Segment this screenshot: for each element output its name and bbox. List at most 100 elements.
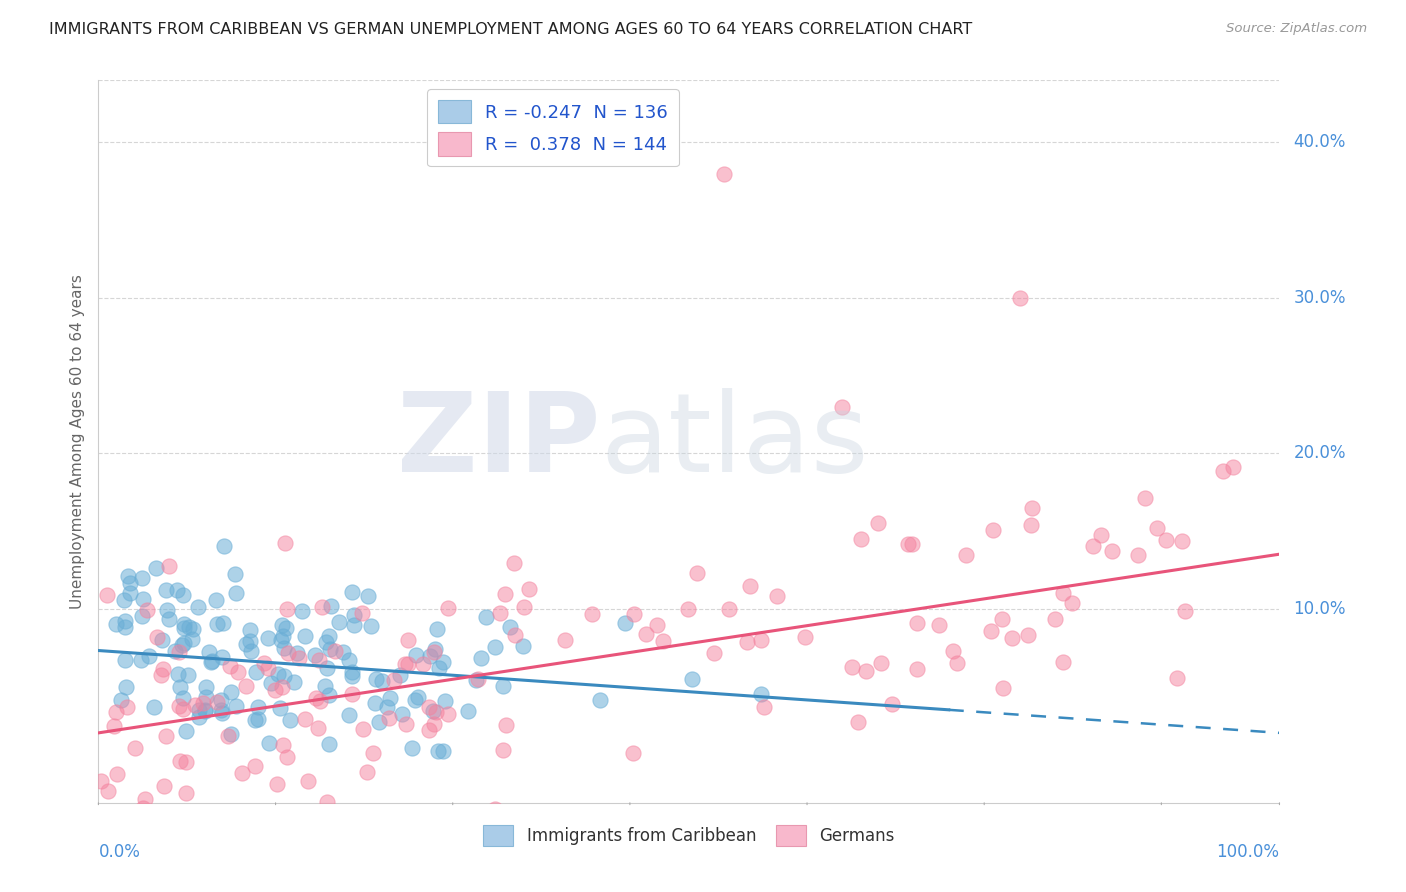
Point <box>1171 533 1194 548</box>
Point <box>187 710 209 724</box>
Point <box>1212 464 1234 478</box>
Point <box>316 661 339 675</box>
Point <box>173 621 195 635</box>
Point <box>342 665 364 679</box>
Point <box>841 660 863 674</box>
Point <box>981 523 1004 537</box>
Point <box>831 400 853 414</box>
Point <box>114 614 136 628</box>
Point <box>131 608 153 623</box>
Point <box>114 653 136 667</box>
Point <box>896 536 918 550</box>
Point <box>1174 604 1197 618</box>
Point <box>131 571 153 585</box>
Point <box>132 801 155 815</box>
Point <box>150 668 173 682</box>
Point <box>434 694 457 708</box>
Point <box>432 744 454 758</box>
Y-axis label: Unemployment Among Ages 60 to 64 years: Unemployment Among Ages 60 to 64 years <box>69 274 84 609</box>
Point <box>870 656 893 670</box>
Point <box>90 774 112 789</box>
Point <box>235 637 257 651</box>
Point <box>652 633 675 648</box>
Point <box>1090 528 1112 542</box>
Point <box>676 602 699 616</box>
Point <box>794 630 817 644</box>
Point <box>134 792 156 806</box>
Point <box>901 536 924 550</box>
Point <box>194 704 217 718</box>
Point <box>225 699 247 714</box>
Point <box>749 687 772 701</box>
Point <box>112 593 135 607</box>
Point <box>375 700 398 714</box>
Point <box>274 621 297 635</box>
Point <box>176 723 198 738</box>
Point <box>174 756 197 770</box>
Point <box>269 701 291 715</box>
Point <box>169 680 191 694</box>
Point <box>492 743 515 757</box>
Text: 0.0%: 0.0% <box>98 843 141 861</box>
Point <box>291 604 314 618</box>
Point <box>554 633 576 648</box>
Point <box>194 680 217 694</box>
Point <box>211 706 233 720</box>
Point <box>401 741 423 756</box>
Point <box>107 767 129 781</box>
Point <box>198 645 221 659</box>
Point <box>120 576 142 591</box>
Point <box>328 615 350 629</box>
Point <box>352 722 374 736</box>
Point <box>718 601 741 615</box>
Point <box>124 740 146 755</box>
Point <box>1008 291 1031 305</box>
Point <box>200 654 222 668</box>
Point <box>942 644 965 658</box>
Point <box>288 651 311 665</box>
Text: atlas: atlas <box>600 388 869 495</box>
Point <box>191 696 214 710</box>
Point <box>955 548 977 562</box>
Point <box>703 646 725 660</box>
Point <box>173 636 195 650</box>
Point <box>187 600 209 615</box>
Point <box>360 619 382 633</box>
Point <box>264 683 287 698</box>
Point <box>188 703 211 717</box>
Point <box>231 765 253 780</box>
Point <box>408 690 430 705</box>
Point <box>239 633 262 648</box>
Point <box>467 673 489 687</box>
Point <box>475 610 498 624</box>
Point <box>172 691 194 706</box>
Point <box>492 680 515 694</box>
Point <box>156 603 179 617</box>
Point <box>277 646 299 660</box>
Point <box>366 673 388 687</box>
Point <box>225 586 247 600</box>
Point <box>219 726 242 740</box>
Point <box>419 649 441 664</box>
Point <box>1021 501 1043 516</box>
Point <box>294 712 316 726</box>
Point <box>172 588 194 602</box>
Point <box>297 773 319 788</box>
Point <box>207 695 229 709</box>
Point <box>470 651 492 665</box>
Text: Source: ZipAtlas.com: Source: ZipAtlas.com <box>1226 22 1367 36</box>
Point <box>422 704 444 718</box>
Point <box>513 600 536 615</box>
Point <box>308 652 330 666</box>
Point <box>1156 533 1178 547</box>
Point <box>270 633 292 648</box>
Point <box>266 777 288 791</box>
Point <box>115 681 138 695</box>
Point <box>337 653 360 667</box>
Point <box>166 582 188 597</box>
Point <box>489 606 512 620</box>
Point <box>614 615 637 630</box>
Text: ZIP: ZIP <box>396 388 600 495</box>
Point <box>271 738 294 752</box>
Point <box>396 632 419 647</box>
